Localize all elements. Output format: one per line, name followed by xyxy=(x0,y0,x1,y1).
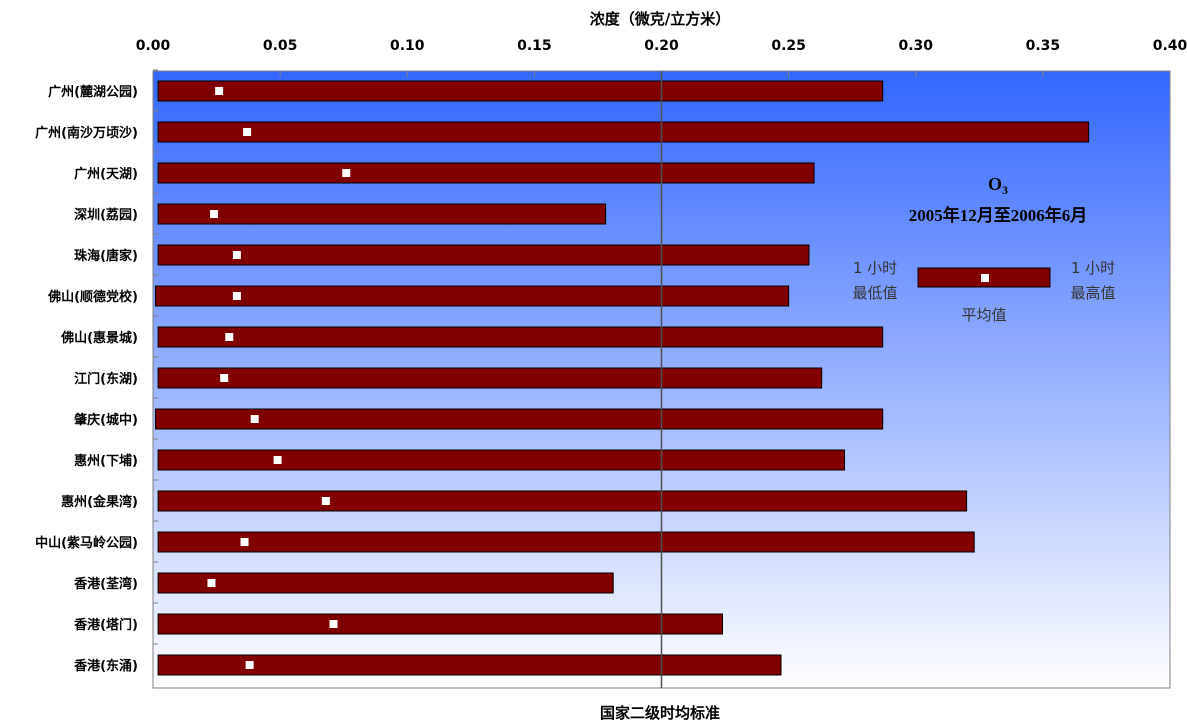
x-tick-label: 0.15 xyxy=(517,38,552,54)
average-marker xyxy=(232,251,241,259)
category-label: 香港(塔门) xyxy=(73,617,138,633)
category-label: 香港(东涌) xyxy=(73,658,138,674)
legend-min-label: 1 小时 xyxy=(853,259,897,277)
average-marker xyxy=(220,374,229,382)
range-bar xyxy=(157,203,607,225)
x-axis-title: 浓度（微克/立方米） xyxy=(589,10,731,28)
chart-subtitle: 2005年12月至2006年6月 xyxy=(909,205,1088,225)
category-label: 中山(紫马岭公园) xyxy=(35,535,138,551)
range-bar xyxy=(157,121,1090,143)
range-bar xyxy=(157,162,815,184)
x-tick-label: 0.00 xyxy=(136,38,171,54)
average-marker xyxy=(215,87,224,95)
x-tick-label: 0.20 xyxy=(644,38,679,54)
range-bar xyxy=(157,244,810,266)
average-marker xyxy=(321,497,330,505)
average-marker xyxy=(207,579,216,587)
range-bar xyxy=(157,80,884,102)
range-bar xyxy=(157,326,884,348)
category-label: 惠州(下埔) xyxy=(74,453,138,469)
x-tick-label: 0.05 xyxy=(263,38,298,54)
average-marker xyxy=(342,169,351,177)
x-tick-label: 0.25 xyxy=(771,38,806,54)
reference-line-label: 国家二级时均标准 xyxy=(599,704,720,722)
legend-average-label: 平均值 xyxy=(961,306,1006,324)
range-bar xyxy=(155,408,884,430)
average-marker xyxy=(273,456,282,464)
legend-min-label: 最低值 xyxy=(852,284,897,302)
range-bar xyxy=(155,285,790,307)
category-label: 惠州(金果湾) xyxy=(61,494,138,510)
average-marker xyxy=(232,292,241,300)
x-tick-label: 0.30 xyxy=(898,38,933,54)
range-bar xyxy=(157,490,968,512)
average-marker xyxy=(329,620,338,628)
range-bar xyxy=(157,654,782,676)
average-marker xyxy=(243,128,252,136)
category-label: 佛山(惠景城) xyxy=(60,330,138,346)
average-marker xyxy=(210,210,219,218)
category-label: 珠海(唐家) xyxy=(74,248,138,264)
category-label: 广州(南沙万顷沙) xyxy=(35,125,138,141)
average-marker xyxy=(240,538,249,546)
category-label: 肇庆(城中) xyxy=(73,412,138,428)
legend-max-label: 1 小时 xyxy=(1071,259,1115,277)
x-tick-label: 0.40 xyxy=(1153,38,1187,54)
legend-average-marker xyxy=(981,274,989,282)
category-label: 广州(麓湖公园) xyxy=(48,84,138,100)
category-label: 深圳(荔园) xyxy=(74,207,138,223)
average-marker xyxy=(225,333,234,341)
category-label: 广州(天湖) xyxy=(74,166,138,182)
range-bar xyxy=(157,531,975,553)
legend-max-label: 最高值 xyxy=(1070,284,1115,302)
average-marker xyxy=(245,661,254,669)
range-bar xyxy=(157,367,823,389)
category-label: 江门(东湖) xyxy=(74,371,138,387)
category-label: 佛山(顺德党校) xyxy=(47,289,138,305)
range-bar xyxy=(157,449,846,471)
average-marker xyxy=(250,415,259,423)
category-label: 香港(荃湾) xyxy=(73,576,138,592)
range-bar xyxy=(157,572,614,594)
range-bar xyxy=(157,613,724,635)
x-tick-label: 0.10 xyxy=(390,38,425,54)
x-tick-label: 0.35 xyxy=(1026,38,1061,54)
